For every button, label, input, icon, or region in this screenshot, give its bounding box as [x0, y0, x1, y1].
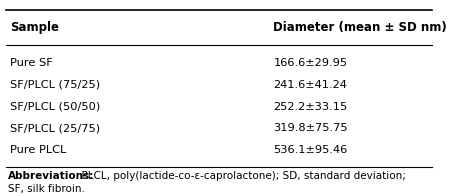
Text: Diameter (mean ± SD nm): Diameter (mean ± SD nm) — [273, 21, 447, 34]
Text: 241.6±41.24: 241.6±41.24 — [273, 80, 347, 90]
Text: 252.2±33.15: 252.2±33.15 — [273, 102, 347, 112]
Text: SF/PLCL (75/25): SF/PLCL (75/25) — [10, 80, 100, 90]
Text: Sample: Sample — [10, 21, 59, 34]
Text: 536.1±95.46: 536.1±95.46 — [273, 145, 347, 155]
Text: Abbreviations:: Abbreviations: — [8, 171, 94, 181]
Text: SF/PLCL (50/50): SF/PLCL (50/50) — [10, 102, 100, 112]
Text: 166.6±29.95: 166.6±29.95 — [273, 58, 347, 68]
Text: SF, silk fibroin.: SF, silk fibroin. — [8, 184, 85, 194]
Text: 319.8±75.75: 319.8±75.75 — [273, 123, 348, 133]
Text: Pure SF: Pure SF — [10, 58, 53, 68]
Text: Pure PLCL: Pure PLCL — [10, 145, 66, 155]
Text: SF/PLCL (25/75): SF/PLCL (25/75) — [10, 123, 100, 133]
Text: PLCL, poly(lactide-co-ε-caprolactone); SD, standard deviation;: PLCL, poly(lactide-co-ε-caprolactone); S… — [75, 171, 406, 181]
